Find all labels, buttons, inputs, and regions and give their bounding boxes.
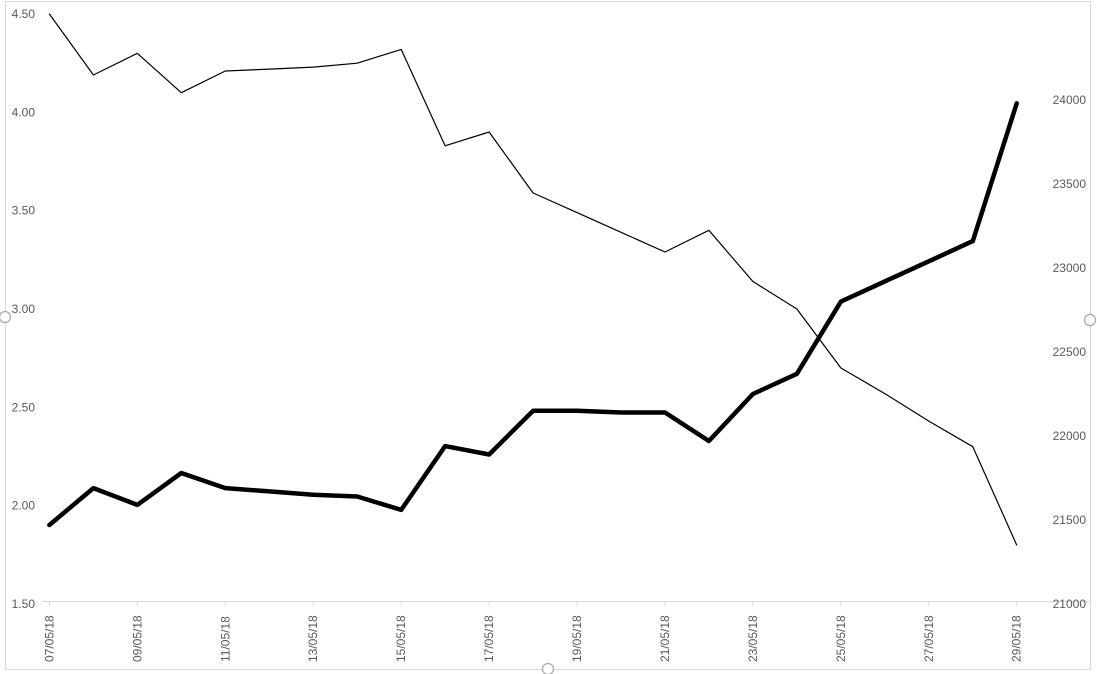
- left-axis-tick-label[interactable]: 1.50: [12, 597, 36, 611]
- x-axis-tick-label[interactable]: 13/05/18: [306, 615, 320, 662]
- left-axis-tick-label[interactable]: 4.00: [12, 105, 36, 119]
- right-axis-tick-label[interactable]: 21000: [1053, 597, 1087, 611]
- x-axis[interactable]: 07/05/18 09/05/18 11/05/18 13/05/18 15/05/18…: [42, 601, 1024, 663]
- x-axis-tick-label[interactable]: 29/05/18: [1010, 615, 1024, 662]
- thick-line-series[interactable]: [47, 101, 1019, 528]
- plot-area[interactable]: [42, 4, 1090, 604]
- right-axis-tick-label[interactable]: 23500: [1053, 177, 1087, 191]
- right-axis-tick-label[interactable]: 21500: [1053, 513, 1087, 527]
- thin-line-series[interactable]: [48, 13, 1018, 546]
- x-axis-tick-label[interactable]: 07/05/18: [42, 615, 56, 662]
- x-axis-tick-label[interactable]: 25/05/18: [834, 615, 848, 662]
- x-axis-tick-label[interactable]: 17/05/18: [482, 615, 496, 662]
- right-value-axis[interactable]: 24000 23500 23000 22500 22000 21500 21000: [1053, 93, 1087, 611]
- left-value-axis[interactable]: 4.50 4.00 3.50 3.00 2.50 2.00 1.50: [12, 7, 36, 611]
- selection-handle-bottom[interactable]: [541, 662, 555, 674]
- x-axis-tick-label[interactable]: 15/05/18: [394, 615, 408, 662]
- right-axis-tick-label[interactable]: 23000: [1053, 261, 1087, 275]
- left-axis-tick-label[interactable]: 3.00: [12, 302, 36, 316]
- x-axis-tick-label[interactable]: 19/05/18: [570, 615, 584, 662]
- x-axis-tick-label[interactable]: 27/05/18: [922, 615, 936, 662]
- left-axis-tick-label[interactable]: 4.50: [12, 7, 36, 21]
- selection-handle-right[interactable]: [1083, 313, 1097, 327]
- x-axis-tick-label[interactable]: 09/05/18: [130, 615, 144, 662]
- selection-handle-left[interactable]: [0, 310, 12, 324]
- left-axis-tick-label[interactable]: 2.00: [12, 499, 36, 513]
- x-axis-tick-label[interactable]: 11/05/18: [218, 616, 232, 662]
- left-axis-tick-label[interactable]: 3.50: [12, 204, 36, 218]
- x-axis-tick-label[interactable]: 23/05/18: [746, 615, 760, 662]
- x-axis-tick-label[interactable]: 21/05/18: [658, 615, 672, 662]
- left-axis-tick-label[interactable]: 2.50: [12, 400, 36, 414]
- right-axis-tick-label[interactable]: 22500: [1053, 345, 1087, 359]
- right-axis-tick-label[interactable]: 22000: [1053, 429, 1087, 443]
- right-axis-tick-label[interactable]: 24000: [1053, 93, 1087, 107]
